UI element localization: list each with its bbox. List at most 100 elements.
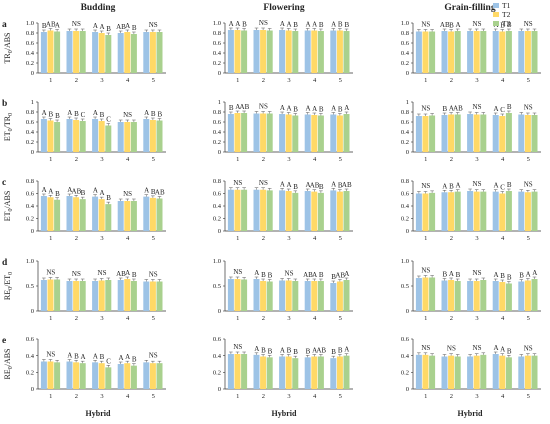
bar-t3	[505, 31, 512, 73]
x-tick-label: 2	[450, 393, 453, 400]
y-tick-label: 0.6	[213, 40, 222, 47]
bar-t2	[311, 281, 318, 311]
x-tick-label: 4	[313, 393, 317, 400]
bar-t2	[47, 120, 54, 152]
x-tick-label: 1	[424, 77, 427, 84]
bar-t1	[66, 31, 73, 73]
significance-label: A	[312, 105, 317, 113]
bar-t2	[260, 356, 267, 389]
bar-t2	[336, 191, 343, 231]
y-tick-label: 1.0	[401, 258, 409, 265]
bar-t2	[73, 197, 80, 231]
significance-label: B	[106, 25, 111, 33]
x-tick-label: 1	[49, 393, 52, 400]
significance-label: A	[280, 180, 285, 188]
bar-t1	[415, 116, 422, 152]
significance-label: B	[319, 106, 324, 114]
bar-t1	[40, 119, 47, 152]
bar-t1	[441, 280, 448, 311]
y-axis-label: ET0/TR0	[3, 113, 14, 141]
legend-swatch-t1	[493, 3, 499, 8]
y-axis-label: ET0/ABS	[3, 191, 14, 222]
bar-t3	[505, 283, 512, 311]
bar-t3	[241, 113, 248, 152]
x-tick-label: 3	[100, 315, 103, 322]
x-tick-label: 5	[152, 315, 155, 322]
y-tick-label: 0.8	[401, 178, 409, 185]
bar-t2	[73, 362, 80, 389]
bar-t1	[66, 281, 73, 311]
bar-t1	[143, 281, 150, 311]
bar-t3	[531, 115, 538, 152]
bar-t3	[54, 362, 61, 389]
significance-label: NS	[123, 111, 132, 119]
bar-t2	[422, 193, 429, 231]
bar-t3	[266, 30, 273, 73]
bar-t2	[473, 31, 480, 73]
significance-label: B	[106, 194, 111, 202]
bar-t2	[98, 121, 105, 152]
y-tick-label: 0.2	[401, 139, 409, 146]
significance-label: B	[268, 347, 273, 355]
significance-label: A	[344, 270, 349, 278]
bar-t2	[524, 355, 531, 389]
significance-label: A	[254, 269, 259, 277]
y-tick-label: 0	[31, 149, 34, 156]
x-tick-label: 4	[126, 393, 130, 400]
bar-t2	[311, 191, 318, 231]
bar-t2	[473, 355, 480, 389]
bar-t1	[253, 279, 260, 311]
x-tick-label: 4	[126, 156, 130, 163]
significance-label: B	[306, 347, 311, 355]
bar-t1	[117, 280, 124, 311]
bar-t1	[518, 191, 525, 231]
bar-t1	[227, 279, 234, 311]
y-tick-label: 1.0	[213, 258, 221, 265]
significance-label: B	[268, 272, 273, 280]
bar-t3	[343, 31, 350, 73]
significance-label: AB	[310, 182, 320, 190]
significance-label: NS	[421, 267, 430, 275]
bar-t3	[292, 358, 299, 389]
bar-t3	[505, 191, 512, 231]
bar-t2	[149, 120, 156, 152]
y-axis-label: RE0/ET0	[3, 272, 14, 300]
bar-t3	[505, 357, 512, 389]
significance-label: AB	[155, 189, 165, 197]
bar-t2	[422, 277, 429, 311]
x-tick-label: 3	[100, 393, 103, 400]
significance-label: AB	[240, 103, 250, 111]
significance-label: A	[442, 182, 447, 190]
bar-t1	[279, 280, 286, 311]
significance-label: AB	[72, 187, 82, 195]
bar-t2	[499, 31, 506, 73]
significance-label: B	[287, 347, 292, 355]
x-tick-label: 2	[75, 235, 78, 242]
bar-t1	[40, 196, 47, 231]
significance-label: B	[456, 271, 461, 279]
bar-t3	[343, 355, 350, 389]
significance-label: C	[106, 357, 111, 365]
significance-label: B	[242, 21, 247, 29]
significance-label: A	[312, 21, 317, 29]
y-tick-label: 0	[406, 308, 409, 315]
significance-label: A	[493, 271, 498, 279]
significance-label: B	[293, 106, 298, 114]
column-titles: Budding Flowering Grain-filling	[81, 3, 496, 13]
bar-t3	[79, 31, 86, 73]
bar-t3	[480, 114, 487, 152]
bar-t3	[454, 281, 461, 311]
bar-t1	[415, 354, 422, 389]
significance-label: B	[81, 189, 86, 197]
bar-t3	[266, 281, 273, 311]
bar-t1	[518, 114, 525, 152]
significance-label: NS	[123, 190, 132, 198]
bar-t1	[304, 281, 311, 311]
bar-t3	[156, 363, 163, 389]
bar-t2	[124, 279, 131, 311]
y-tick-label: 0	[406, 228, 409, 235]
significance-label: NS	[259, 19, 268, 27]
significance-label: B	[338, 347, 343, 355]
